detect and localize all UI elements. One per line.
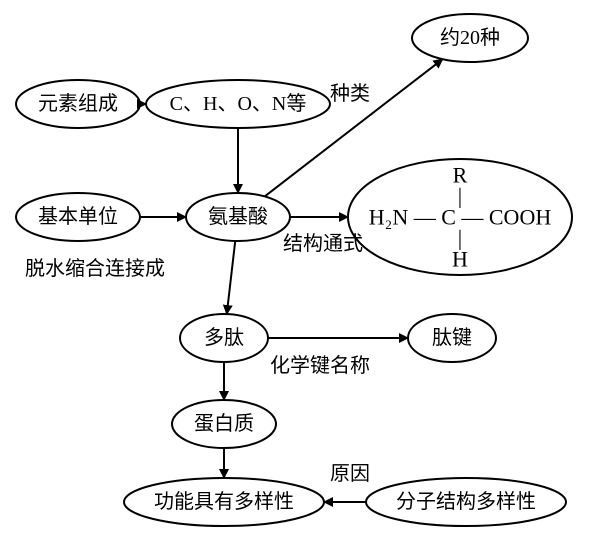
node-label-elements: 元素组成: [38, 92, 118, 115]
node-label-aminoacid: 氨基酸: [208, 205, 268, 228]
node-label-protein: 蛋白质: [194, 412, 254, 435]
node-about20: 约20种: [412, 14, 528, 62]
edge-label-structdiv-funcdiv: 原因: [330, 463, 370, 485]
node-basicunit: 基本单位: [16, 193, 140, 241]
edge-aminoacid-polypep: [227, 241, 235, 314]
node-label-pepbond: 肽键: [432, 326, 472, 349]
node-label-funcdiv: 功能具有多样性: [154, 490, 294, 513]
node-protein: 蛋白质: [172, 400, 276, 448]
node-elements: 元素组成: [16, 80, 140, 128]
node-funcdiv: 功能具有多样性: [124, 478, 324, 526]
edges-layer: 种类结构通式脱水缩合连接成化学键名称原因: [25, 59, 443, 502]
node-polypep: 多肽: [180, 314, 268, 362]
edge-label-aminoacid-polypep: 脱水缩合连接成: [25, 257, 165, 280]
node-label-chon: C、H、O、N等: [170, 92, 307, 115]
edge-label-aminoacid-formula: 结构通式: [283, 232, 363, 255]
node-label-about20: 约20种: [440, 26, 500, 49]
node-label-polypep: 多肽: [204, 326, 244, 349]
node-label-structdiv: 分子结构多样性: [396, 490, 536, 513]
node-pepbond: 肽键: [408, 314, 496, 362]
edge-label-aminoacid-about20: 种类: [330, 82, 370, 105]
node-label-basicunit: 基本单位: [38, 205, 118, 228]
edge-aminoacid-about20: [265, 59, 443, 196]
node-aminoacid: 氨基酸: [186, 193, 290, 241]
node-chon: C、H、O、N等: [146, 80, 330, 128]
node-structdiv: 分子结构多样性: [366, 478, 566, 526]
formula-line-4: H: [452, 247, 468, 272]
edge-label-polypep-pepbond: 化学键名称: [270, 354, 370, 377]
formula-text: R|H₂N — C — COOH|H: [369, 163, 552, 272]
